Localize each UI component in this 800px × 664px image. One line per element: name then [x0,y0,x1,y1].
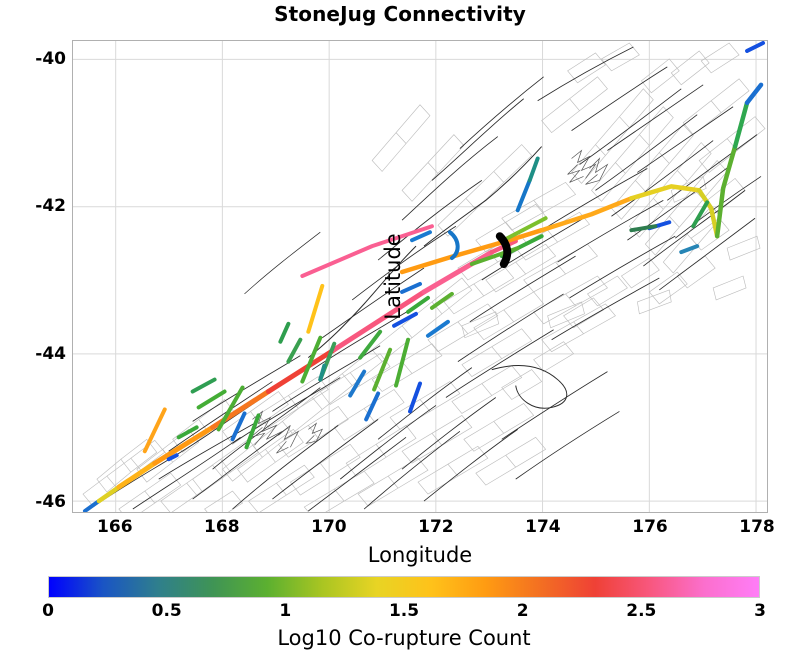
fiordland-green-1 [190,377,217,394]
y-tick-minus46: -46 [35,492,66,513]
marlborough-orange-east [539,196,634,233]
page-title: StoneJug Connectivity [274,2,526,26]
east-spur-green [691,200,710,229]
x-tick-178: 178 [739,517,775,537]
otago-green-4 [278,321,291,344]
fiordland-green-2 [196,389,227,410]
east-coast-blue-n [744,82,764,105]
east-spur-teal [679,244,700,255]
alpine-fault-north [331,289,427,353]
mid-blue-1 [400,281,422,294]
map-plot-area[interactable] [72,40,768,513]
x-tick-174: 174 [525,517,561,537]
x-tick-166: 166 [97,517,133,537]
y-axis-label: Latitude [381,233,405,320]
otago-teal [318,363,327,382]
alpine-fault-westland [152,424,216,466]
otago-green-1 [286,337,303,364]
colorbar-label: Log10 Co-rupture Count [277,626,531,650]
alpine-fault-s-westland [116,460,158,490]
canterbury-green-1 [358,329,383,360]
mid-green-2 [429,291,454,310]
mid-blue-2 [392,311,419,328]
east-coast-green-n [732,100,750,149]
fiordland-orange [142,407,167,454]
y-axis-label-wrap: Latitude [8,40,405,513]
x-tick-172: 172 [418,517,454,537]
fiordland-blue-1 [166,453,179,462]
wairarapa-yellow [629,184,702,201]
canterbury-blue-3 [408,381,422,414]
colorbar-tick-0: 0 [42,601,54,621]
x-axis-label: Longitude [367,543,473,567]
kaikoura-lightgreen [501,216,548,243]
fault-traces [92,46,762,512]
canterbury-green-3 [394,337,411,388]
y-tick-minus40: -40 [35,48,66,69]
kaikoura-teal [527,156,540,183]
fiordland-green-4 [216,385,245,432]
canterbury-green-2 [372,347,393,392]
connectivity-lines [82,41,766,512]
mid-green-1 [406,295,430,314]
colorbar-tick-2_5: 2.5 [626,601,657,621]
x-tick-168: 168 [204,517,240,537]
x-tick-170: 170 [311,517,347,537]
east-spur-darkgreen [629,224,658,233]
kaikoura-blue-arc [447,230,460,261]
map-svg [73,41,767,512]
kaikoura-blue-2 [410,230,432,243]
alpine-fault-sw [82,499,101,512]
grid-lines [73,41,767,512]
alpine-fault-hope-junction [421,249,495,295]
fault-dense-cluster [250,149,609,454]
mid-blue-3 [425,319,450,338]
colorbar-tick-0_5: 0.5 [151,601,182,621]
fiordland-blue-2 [230,411,247,442]
colorbar-tick-1: 1 [279,601,292,621]
selected-source-fault [495,232,512,269]
east-coast-yellow [696,188,720,239]
alpine-fault-central [265,347,337,395]
kaikoura-blue [515,178,532,213]
alpine-fault-fiordland [96,484,122,504]
y-tick-minus42: -42 [35,196,66,217]
otago-yellow [306,283,325,334]
fiordland-green-5 [244,413,261,450]
colorbar-tick-3: 3 [754,601,766,621]
x-tick-176: 176 [632,517,668,537]
colorbar-tick-2: 2 [516,601,529,621]
alpine-pink-overlay [300,224,434,278]
colorbar[interactable] [48,576,760,598]
canterbury-blue-2 [364,391,381,422]
marlborough-orange [399,227,544,275]
colorbar-tick-1_5: 1.5 [388,601,420,621]
fiordland-green-3 [176,425,199,440]
north-blue-edge [745,41,766,53]
y-tick-minus44: -44 [35,344,66,365]
east-coast-green [714,144,738,239]
canterbury-blue-1 [348,369,367,398]
otago-green-2 [300,335,323,384]
